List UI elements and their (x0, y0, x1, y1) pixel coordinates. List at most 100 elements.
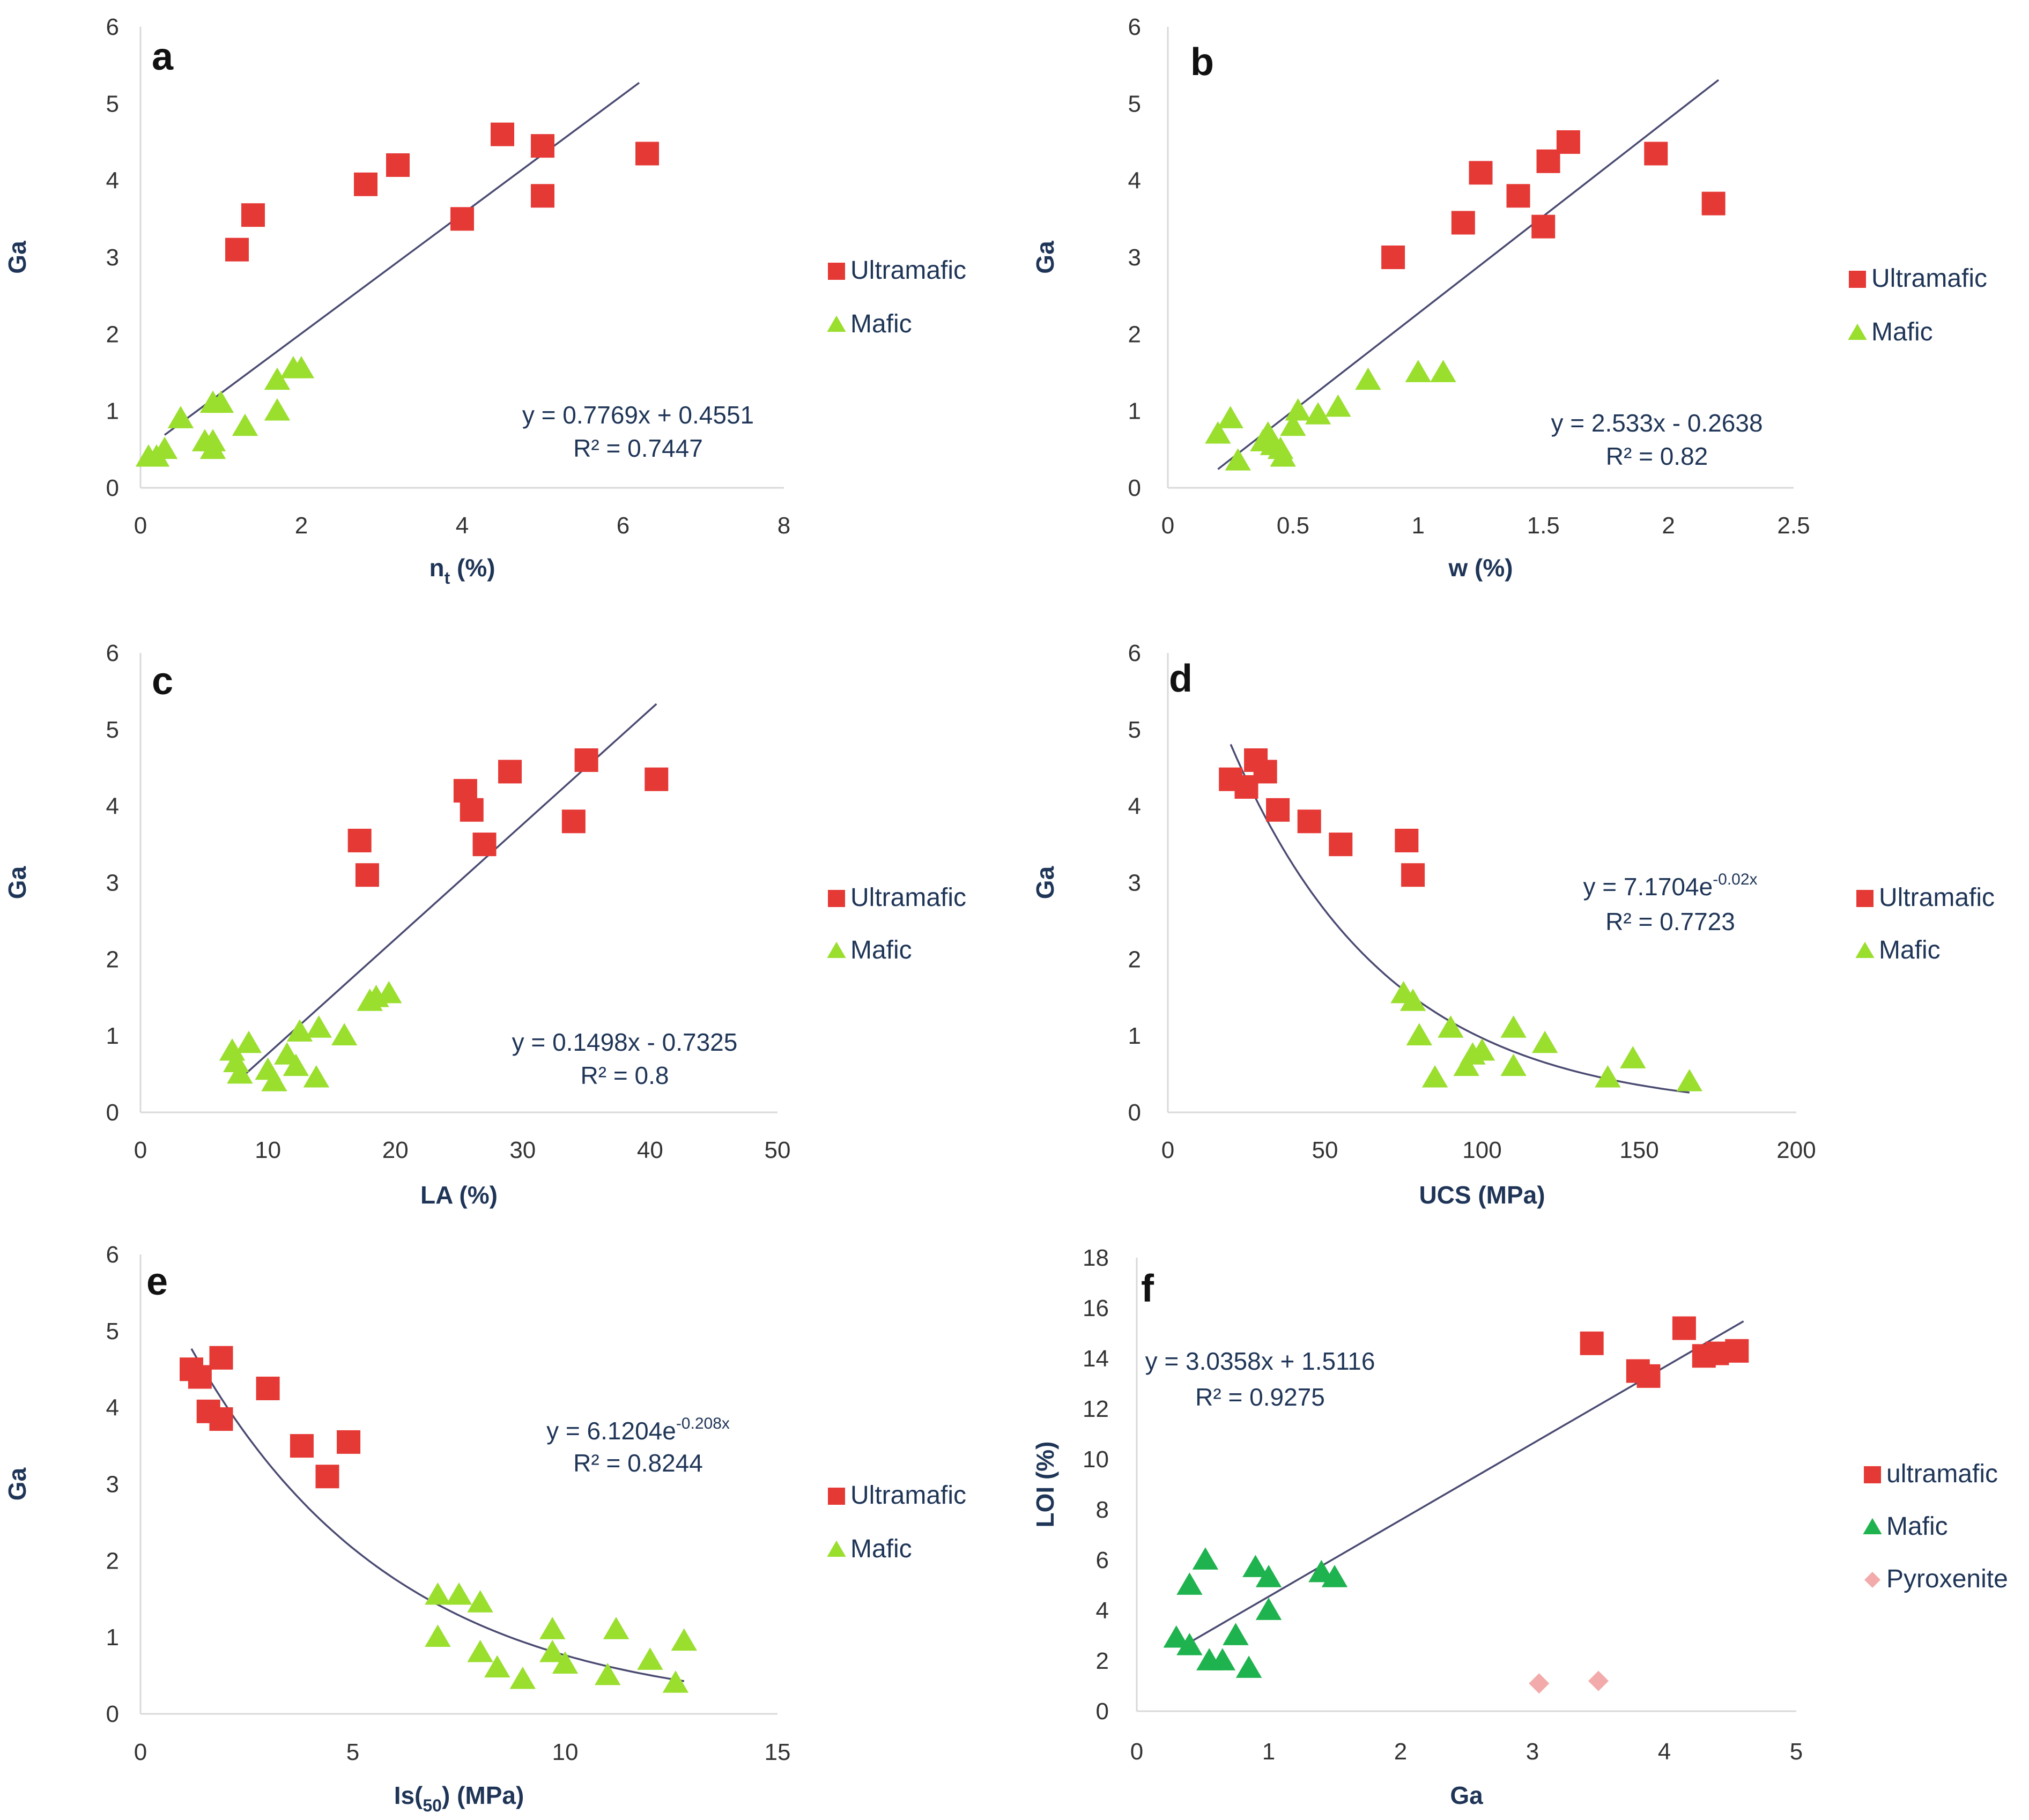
data-point-mafic (1305, 402, 1331, 425)
x-tick-label: 0 (134, 512, 147, 539)
x-axis-label-main: Is( (394, 1781, 423, 1809)
data-point-mafic (1620, 1046, 1646, 1068)
x-axis-label: LA (%) (420, 1181, 498, 1209)
data-point-ultramafic (1451, 211, 1475, 235)
trend-equation-exponent: -0.02x (1713, 871, 1757, 888)
data-point-mafic (1321, 1565, 1348, 1587)
x-tick-label: 2 (1662, 512, 1675, 539)
data-point-mafic (232, 413, 258, 436)
chart-panel-d: 0 1 2 3 4 5 6 0 50 100 150 200 d Ga UCS (MPa) y = 7.170… (1031, 640, 1995, 1209)
y-tick-label: 4 (1128, 793, 1141, 820)
y-tick-label: 2 (1096, 1648, 1109, 1674)
legend-marker-ultramafic (1864, 1466, 1881, 1483)
data-point-ultramafic (645, 767, 669, 791)
y-tick-label: 3 (106, 870, 119, 896)
r-squared: R² = 0.82 (1606, 442, 1708, 470)
data-point-mafic (467, 1639, 493, 1662)
y-tick-label: 5 (106, 91, 119, 117)
y-tick-label: 6 (106, 14, 119, 40)
legend-marker-mafic (1848, 323, 1867, 340)
data-point-mafic (1405, 360, 1431, 382)
legend-marker-mafic (1863, 1518, 1882, 1534)
legend-label-ultramafic: Ultramafic (850, 883, 966, 912)
data-point-ultramafic (1536, 149, 1560, 173)
data-point-mafic (425, 1624, 451, 1647)
legend-marker-ultramafic (828, 1488, 845, 1505)
legend-marker-ultramafic (1849, 271, 1866, 288)
data-point-ultramafic (1556, 130, 1580, 154)
x-axis-label-subscript: 50 (423, 1796, 442, 1815)
data-point-mafic (467, 1590, 493, 1613)
legend-marker-ultramafic (828, 890, 845, 907)
data-point-ultramafic (1329, 833, 1353, 857)
legend-label-ultramafic: Ultramafic (1871, 264, 1987, 293)
y-tick-label: 4 (1096, 1598, 1109, 1624)
data-point-ultramafic (1506, 184, 1530, 208)
legend-label-mafic: Mafic (850, 936, 912, 964)
legend-label-ultramafic: Ultramafic (1879, 883, 1995, 912)
data-point-ultramafic (209, 1407, 233, 1431)
x-tick-label: 150 (1619, 1137, 1658, 1163)
data-point-mafic (199, 429, 226, 451)
data-point-mafic (539, 1617, 566, 1639)
data-point-ultramafic (498, 760, 522, 784)
data-point-mafic (376, 980, 402, 1004)
trend-equation-exponent: -0.208x (676, 1415, 730, 1432)
r-squared: R² = 0.8244 (573, 1449, 703, 1477)
y-tick-label: 1 (1128, 1023, 1141, 1049)
x-tick-label: 50 (1312, 1137, 1338, 1163)
x-tick-label: 50 (765, 1137, 791, 1163)
y-tick-label: 1 (106, 1023, 119, 1049)
trend-equation: y = 0.7769x + 0.4551 (522, 401, 754, 429)
data-point-ultramafic (386, 153, 410, 177)
legend-marker-mafic (827, 315, 846, 332)
x-tick-label: 0 (1130, 1739, 1143, 1765)
y-tick-label: 4 (1128, 168, 1141, 194)
data-point-ultramafic (1395, 828, 1419, 852)
data-point-mafic (1355, 367, 1381, 390)
x-tick-label: 1 (1412, 512, 1425, 539)
legend-marker-ultramafic (828, 263, 845, 280)
trend-equation: y = 2.533x - 0.2638 (1551, 409, 1763, 437)
data-point-mafic (1438, 1015, 1464, 1038)
y-tick-label: 3 (1128, 870, 1141, 896)
r-squared: R² = 0.8 (581, 1061, 669, 1089)
data-point-ultramafic (1672, 1316, 1696, 1340)
data-point-mafic (1676, 1069, 1702, 1091)
legend-label-pyroxenite: Pyroxenite (1886, 1565, 2008, 1593)
data-point-mafic (446, 1582, 472, 1605)
data-point-ultramafic (531, 134, 554, 158)
data-point-mafic (235, 1030, 262, 1053)
data-point-ultramafic (472, 833, 497, 857)
data-point-mafic (1163, 1625, 1189, 1648)
data-point-ultramafic (450, 207, 474, 231)
data-point-mafic (1255, 1565, 1282, 1587)
r-squared: R² = 0.7447 (573, 434, 703, 462)
legend-label-ultramafic: Ultramafic (850, 1481, 966, 1510)
legend-label-ultramafic: Ultramafic (850, 256, 966, 285)
data-point-mafic (167, 406, 194, 428)
data-point-mafic (1595, 1065, 1621, 1088)
trend-equation: y = 3.0358x + 1.5116 (1145, 1347, 1375, 1375)
y-tick-label: 18 (1083, 1245, 1109, 1271)
legend-label-mafic: Mafic (1871, 318, 1933, 346)
legend-label-mafic: Mafic (1886, 1512, 1948, 1541)
data-point-mafic (227, 1061, 253, 1084)
data-point-ultramafic (491, 122, 514, 146)
panel-label: c (152, 660, 173, 703)
data-point-mafic (1430, 360, 1456, 382)
x-tick-label: 5 (346, 1739, 359, 1765)
data-point-pyroxenite (1529, 1673, 1550, 1694)
data-point-ultramafic (337, 1430, 361, 1454)
x-tick-label: 0 (1161, 512, 1174, 539)
y-tick-label: 1 (106, 1624, 119, 1651)
x-tick-label: 100 (1462, 1137, 1501, 1163)
data-point-ultramafic (256, 1376, 280, 1400)
data-point-mafic (1280, 413, 1306, 436)
x-tick-label: 0 (134, 1137, 147, 1163)
data-point-mafic (286, 1019, 313, 1042)
y-axis-label: Ga (3, 241, 31, 274)
x-axis-label-subscript: t (445, 568, 450, 588)
data-point-ultramafic (347, 828, 372, 852)
